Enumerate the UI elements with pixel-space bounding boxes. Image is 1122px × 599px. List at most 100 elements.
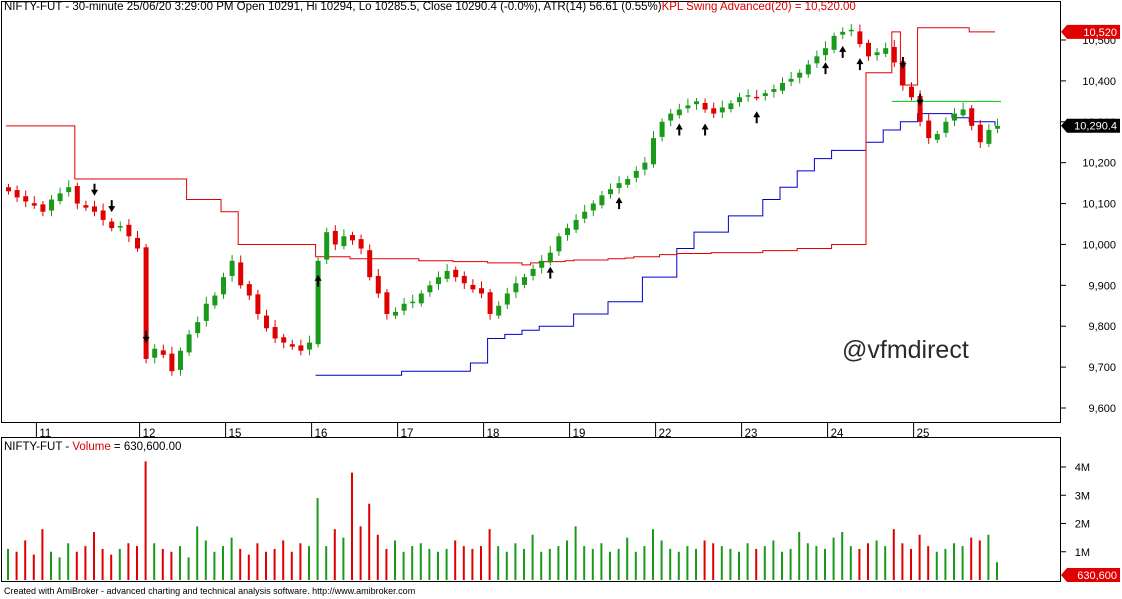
- support-line: [315, 113, 996, 376]
- volume-bar: [574, 526, 577, 580]
- candle-body: [436, 277, 441, 285]
- volume-bar: [385, 548, 388, 580]
- candle-body: [977, 124, 983, 143]
- volume-bar: [548, 548, 551, 580]
- volume-bar: [308, 546, 310, 580]
- candle-body: [332, 230, 338, 245]
- sell-arrow-icon: [899, 56, 907, 69]
- resistance-value-tag-text: 10,520: [1083, 27, 1117, 39]
- candle-body: [461, 275, 467, 284]
- candle-body: [754, 96, 760, 99]
- x-tick-label: 22: [659, 428, 672, 440]
- volume-bar: [93, 531, 95, 580]
- candle-body: [943, 121, 949, 133]
- candle-body: [212, 295, 218, 306]
- candle-body: [952, 113, 957, 121]
- price-y-tick-label: 9,700: [1088, 362, 1116, 374]
- volume-bar: [505, 551, 508, 580]
- volume-bar: [24, 540, 27, 580]
- volume-bar: [806, 543, 809, 580]
- candle-body: [539, 260, 545, 268]
- candle-body: [900, 61, 906, 85]
- candle-body: [547, 252, 553, 263]
- volume-bar: [875, 540, 878, 580]
- volume-bar: [204, 540, 207, 580]
- candle-body: [92, 206, 97, 212]
- volume-bar: [41, 529, 44, 580]
- candle-body: [719, 107, 725, 113]
- candle-body: [393, 311, 398, 316]
- volume-bar: [187, 557, 190, 580]
- candle-body: [487, 292, 493, 314]
- candle-body: [264, 315, 269, 329]
- candle-body: [590, 203, 596, 211]
- volume-bar: [480, 546, 482, 580]
- volume-bar: [841, 531, 844, 580]
- volume-bar: [256, 543, 259, 580]
- candle-body: [814, 56, 820, 64]
- candle-body: [195, 322, 201, 334]
- volume-bar: [359, 526, 362, 580]
- candle-body: [375, 275, 381, 294]
- volume-title-prefix: NIFTY-FUT -: [4, 441, 73, 453]
- sell-arrow-icon: [916, 93, 924, 106]
- volume-bar: [153, 543, 156, 580]
- candle-body: [410, 301, 416, 304]
- candle-body: [909, 86, 914, 98]
- volume-bar: [342, 537, 345, 580]
- volume-value-tag: [1061, 568, 1120, 582]
- volume-bar: [497, 546, 500, 580]
- candle-body: [522, 277, 527, 285]
- candle-body: [702, 102, 708, 110]
- volume-bar: [316, 498, 319, 580]
- candle-body: [418, 293, 424, 304]
- last-close-tag-text: 10,290.4: [1074, 121, 1117, 133]
- candle-body: [685, 105, 691, 109]
- volume-bar: [815, 546, 818, 580]
- x-tick-label: 24: [831, 428, 844, 440]
- candle-body: [169, 353, 175, 372]
- volume-bar: [669, 548, 672, 580]
- candle-body: [117, 226, 123, 228]
- candle-body: [100, 210, 106, 220]
- volume-bar: [789, 548, 792, 580]
- volume-bar: [643, 546, 646, 580]
- candle-body: [289, 344, 295, 347]
- candle-body: [676, 109, 682, 116]
- candle-body: [272, 327, 278, 339]
- volume-bar: [935, 551, 938, 580]
- volume-bar: [127, 543, 130, 580]
- x-tick-label: 19: [573, 428, 586, 440]
- volume-bar: [170, 551, 173, 580]
- candle-body: [874, 52, 880, 56]
- candle-body: [642, 162, 648, 170]
- volume-bar: [858, 548, 861, 580]
- volume-bar: [437, 551, 439, 580]
- x-tick-label: 25: [917, 428, 930, 440]
- candle-body: [599, 195, 605, 206]
- candle-body: [341, 236, 347, 247]
- volume-bar: [970, 537, 973, 580]
- candle-body: [504, 293, 510, 305]
- price-y-tick-label: 10,000: [1082, 239, 1116, 251]
- candle-body: [995, 125, 1000, 129]
- candle-body: [797, 72, 803, 78]
- volume-bar: [953, 543, 955, 580]
- price-y-tick-label: 9,800: [1088, 321, 1116, 333]
- volume-bar: [884, 546, 887, 580]
- volume-bar: [677, 551, 680, 580]
- sell-arrow-icon: [91, 183, 98, 196]
- candle-body: [143, 247, 149, 359]
- volume-bar: [118, 548, 121, 580]
- volume-bar: [660, 540, 663, 580]
- candle-body: [694, 101, 699, 105]
- x-tick-label: 23: [745, 428, 758, 440]
- candle-body: [367, 250, 373, 278]
- volume-bar: [738, 551, 740, 580]
- candle-body: [384, 292, 390, 314]
- candle-body: [917, 96, 923, 122]
- price-layer: [6, 24, 1001, 376]
- volume-bar: [832, 537, 835, 580]
- candle-body: [788, 78, 794, 82]
